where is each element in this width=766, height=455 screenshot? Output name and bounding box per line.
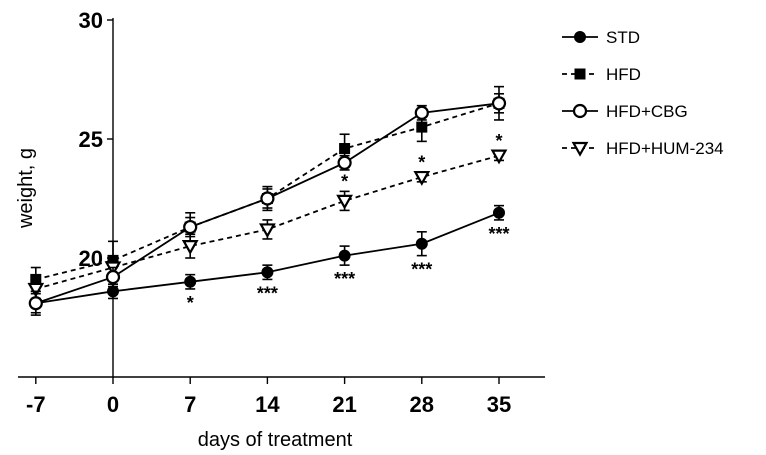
series-hfd-cbg	[28, 92, 507, 316]
data-point	[490, 149, 508, 165]
legend-item: HFD	[562, 65, 641, 84]
x-tick-label: 14	[255, 392, 280, 417]
data-point	[105, 269, 121, 285]
legend-label: HFD+HUM-234	[606, 139, 724, 158]
data-point	[183, 219, 198, 235]
data-point	[336, 194, 353, 210]
axes: 20 25 30 -7 0 7 14 21 28 35	[18, 8, 545, 417]
y-tick-label: 25	[79, 127, 103, 152]
data-point	[414, 105, 429, 120]
data-point	[574, 68, 586, 80]
data-point	[261, 266, 274, 279]
legend-label: HFD	[606, 65, 641, 84]
data-point	[574, 31, 586, 43]
significance-label: ***	[488, 224, 509, 244]
series-layer	[27, 85, 508, 316]
legend-item: HFD+HUM-234	[562, 139, 724, 158]
data-point	[493, 206, 505, 219]
data-point	[339, 143, 351, 155]
data-point	[416, 121, 428, 133]
series-std	[29, 204, 505, 314]
legend-label: HFD+CBG	[606, 102, 688, 121]
legend-item: STD	[562, 28, 640, 47]
y-tick-label: 30	[79, 8, 103, 33]
data-point	[260, 191, 275, 206]
significance-label: *	[495, 131, 502, 151]
x-tick-label: 0	[107, 392, 119, 417]
significance-label: *	[341, 171, 348, 191]
x-tick-label: 28	[410, 392, 434, 417]
x-tick-label: -7	[26, 392, 46, 417]
data-point	[27, 282, 45, 298]
significance-label: ***	[334, 269, 355, 289]
data-point	[491, 96, 507, 111]
data-point	[107, 285, 119, 298]
data-point	[571, 141, 589, 157]
significance-layer: * ****** *********	[187, 131, 510, 313]
y-axis-label: weight, g	[15, 148, 37, 229]
x-tick-label: 35	[487, 392, 511, 417]
significance-label: ***	[411, 260, 432, 280]
significance-label: *	[418, 152, 425, 172]
significance-label: *	[187, 293, 194, 313]
data-point	[259, 223, 276, 239]
x-tick-label: 7	[184, 392, 196, 417]
x-tick-label: 21	[332, 392, 356, 417]
data-point	[415, 237, 428, 250]
data-point	[338, 249, 351, 262]
data-point	[337, 155, 352, 170]
legend-label: STD	[606, 28, 640, 47]
y-tick-label: 20	[79, 246, 103, 271]
legend-item: HFD+CBG	[562, 102, 688, 121]
significance-label: ***	[257, 283, 278, 303]
series-hfd-hum-234	[27, 149, 508, 300]
x-axis-label: days of treatment	[198, 429, 353, 451]
data-point	[413, 170, 431, 186]
data-point	[184, 275, 197, 288]
data-point	[572, 103, 588, 119]
legend: STD HFD HFD+CBG HFD+HUM-234	[562, 28, 724, 158]
data-point	[181, 240, 199, 255]
data-point	[28, 296, 43, 311]
